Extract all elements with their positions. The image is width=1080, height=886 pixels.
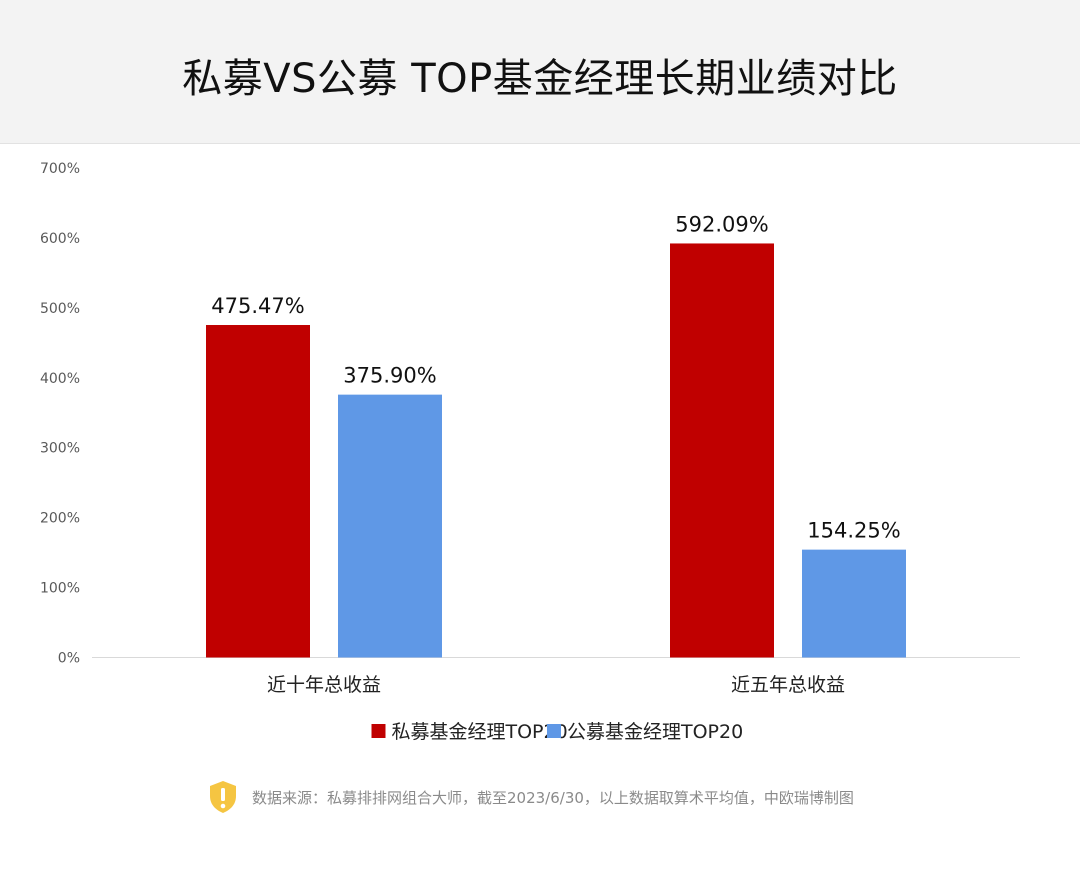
y-tick-label: 600% (40, 231, 80, 247)
bar (670, 243, 774, 658)
y-tick-label: 100% (40, 581, 80, 597)
y-tick-label: 700% (40, 161, 80, 177)
warning-shield-icon (210, 781, 236, 813)
data-label: 154.25% (807, 519, 900, 543)
y-tick-label: 500% (40, 301, 80, 317)
page-title: 私募VS公募 TOP基金经理长期业绩对比 (182, 56, 898, 102)
bar (802, 549, 906, 658)
source-note: 数据来源：私募排排网组合大师，截至2023/6/30，以上数据取算术平均值，中欧… (208, 780, 854, 814)
x-tick-label: 近五年总收益 (731, 674, 845, 696)
legend-swatch (547, 724, 561, 738)
data-label: 375.90% (343, 364, 436, 388)
bar (338, 394, 442, 658)
header: 私募VS公募 TOP基金经理长期业绩对比 (0, 0, 1080, 144)
bar (206, 325, 310, 658)
source-text: 数据来源：私募排排网组合大师，截至2023/6/30，以上数据取算术平均值，中欧… (252, 788, 854, 807)
legend-label: 公募基金经理TOP20 (567, 721, 743, 743)
bar-chart: 0% 100% 200% 300% 400% 500% 600% 700% 475.47% 375… (40, 161, 1020, 743)
data-label: 592.09% (675, 212, 768, 236)
y-tick-label: 300% (40, 441, 80, 457)
y-tick-label: 0% (58, 651, 80, 667)
data-label: 475.47% (211, 294, 304, 318)
legend-swatch (371, 724, 386, 738)
y-tick-label: 200% (40, 511, 80, 527)
x-tick-label: 近十年总收益 (267, 674, 381, 696)
y-tick-label: 400% (40, 371, 80, 387)
legend-label: 私募基金经理TOP20 (392, 721, 568, 743)
